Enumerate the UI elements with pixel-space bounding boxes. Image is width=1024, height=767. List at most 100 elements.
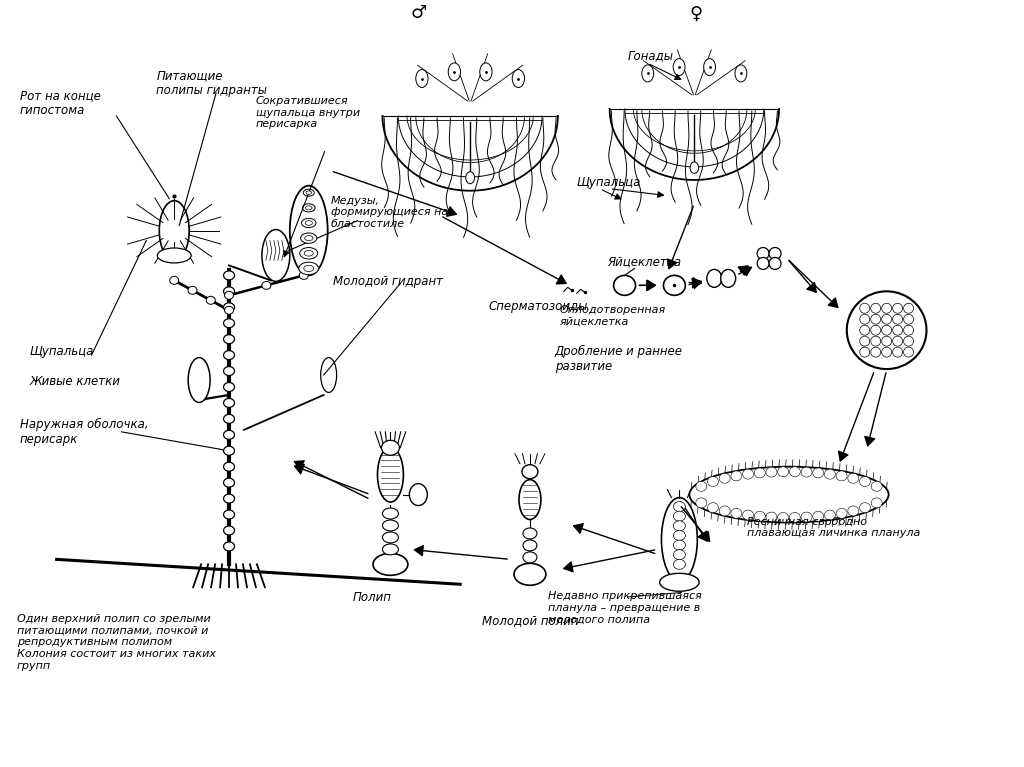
Ellipse shape: [223, 303, 234, 311]
Ellipse shape: [383, 520, 398, 531]
Ellipse shape: [223, 271, 234, 280]
Ellipse shape: [893, 303, 902, 313]
Ellipse shape: [416, 70, 428, 87]
Text: Оплодотворенная
яйцеклетка: Оплодотворенная яйцеклетка: [560, 305, 666, 327]
Ellipse shape: [304, 250, 313, 256]
Ellipse shape: [719, 506, 730, 516]
Ellipse shape: [689, 466, 889, 522]
Ellipse shape: [674, 511, 685, 521]
Ellipse shape: [519, 479, 541, 519]
Ellipse shape: [223, 383, 234, 391]
Ellipse shape: [188, 286, 197, 295]
Text: Питающие
полипы гидранты: Питающие полипы гидранты: [157, 69, 267, 97]
Ellipse shape: [664, 275, 685, 295]
Ellipse shape: [731, 471, 741, 481]
Ellipse shape: [708, 502, 719, 512]
Text: Ресничная свободно
плавающая личинка планула: Ресничная свободно плавающая личинка пла…: [748, 516, 921, 538]
Ellipse shape: [410, 484, 427, 505]
Ellipse shape: [813, 512, 823, 522]
Ellipse shape: [824, 510, 836, 520]
Ellipse shape: [158, 248, 191, 263]
Text: Щупальца: Щупальца: [577, 176, 641, 189]
Ellipse shape: [769, 258, 781, 269]
Ellipse shape: [304, 265, 313, 272]
Ellipse shape: [160, 201, 189, 261]
Ellipse shape: [903, 347, 913, 357]
Ellipse shape: [223, 542, 234, 551]
Text: Сперматозоиды: Сперматозоиды: [488, 301, 588, 313]
Ellipse shape: [305, 206, 312, 210]
Ellipse shape: [801, 467, 812, 477]
Ellipse shape: [790, 512, 801, 522]
Ellipse shape: [673, 58, 685, 76]
Ellipse shape: [860, 347, 869, 357]
Text: Медузы,
формирующиеся на
бластостиле: Медузы, формирующиеся на бластостиле: [331, 196, 447, 229]
Ellipse shape: [870, 325, 881, 335]
Ellipse shape: [755, 468, 765, 478]
Ellipse shape: [449, 63, 461, 81]
Ellipse shape: [903, 336, 913, 346]
Ellipse shape: [466, 172, 474, 184]
Ellipse shape: [170, 276, 179, 285]
Ellipse shape: [735, 65, 746, 82]
Ellipse shape: [742, 510, 754, 520]
Ellipse shape: [870, 336, 881, 346]
Ellipse shape: [903, 314, 913, 324]
Ellipse shape: [223, 398, 234, 407]
Ellipse shape: [769, 248, 781, 259]
Text: Гонады: Гонады: [628, 49, 674, 62]
Ellipse shape: [837, 509, 847, 518]
Ellipse shape: [708, 476, 719, 486]
Ellipse shape: [262, 281, 271, 289]
Ellipse shape: [860, 336, 869, 346]
Ellipse shape: [206, 296, 215, 304]
Ellipse shape: [871, 498, 882, 508]
Ellipse shape: [766, 512, 777, 522]
Ellipse shape: [224, 291, 233, 299]
Ellipse shape: [860, 314, 869, 324]
Ellipse shape: [882, 336, 892, 346]
Ellipse shape: [813, 468, 823, 478]
Ellipse shape: [674, 502, 685, 512]
Ellipse shape: [696, 498, 707, 508]
Ellipse shape: [893, 347, 902, 357]
Ellipse shape: [300, 248, 317, 259]
Ellipse shape: [188, 357, 210, 403]
Ellipse shape: [824, 469, 836, 479]
Ellipse shape: [223, 494, 234, 503]
Ellipse shape: [870, 303, 881, 313]
Ellipse shape: [223, 367, 234, 376]
Ellipse shape: [382, 440, 399, 456]
Ellipse shape: [522, 465, 538, 479]
Ellipse shape: [223, 334, 234, 344]
Ellipse shape: [893, 336, 902, 346]
Text: Щупальца: Щупальца: [30, 345, 94, 358]
Ellipse shape: [383, 544, 398, 555]
Ellipse shape: [847, 291, 927, 369]
Ellipse shape: [777, 467, 788, 477]
Text: Наружная оболочка,
перисарк: Наружная оболочка, перисарк: [19, 418, 148, 446]
Ellipse shape: [696, 482, 707, 492]
Ellipse shape: [305, 235, 312, 241]
Text: ♀: ♀: [690, 5, 702, 22]
Ellipse shape: [882, 303, 892, 313]
Ellipse shape: [674, 521, 685, 531]
Ellipse shape: [613, 275, 636, 295]
Text: Недавно прикрепившаяся
планула – превращение в
молодого полипа: Недавно прикрепившаяся планула – превращ…: [548, 591, 701, 624]
Ellipse shape: [321, 357, 337, 393]
Ellipse shape: [860, 325, 869, 335]
Ellipse shape: [903, 325, 913, 335]
Ellipse shape: [731, 509, 741, 518]
Ellipse shape: [801, 512, 812, 522]
Text: Один верхний полип со зрелыми
питающими полипами, почкой и
репродуктивным полипо: Один верхний полип со зрелыми питающими …: [16, 614, 216, 670]
Text: Яйцеклетка: Яйцеклетка: [606, 255, 681, 268]
Ellipse shape: [223, 351, 234, 360]
Ellipse shape: [674, 531, 685, 541]
Ellipse shape: [882, 325, 892, 335]
Text: ♂: ♂: [411, 5, 426, 22]
Ellipse shape: [659, 573, 699, 591]
Text: Живые клетки: Живые клетки: [30, 375, 121, 388]
Ellipse shape: [223, 526, 234, 535]
Text: Полип: Полип: [353, 591, 392, 604]
Ellipse shape: [860, 303, 869, 313]
